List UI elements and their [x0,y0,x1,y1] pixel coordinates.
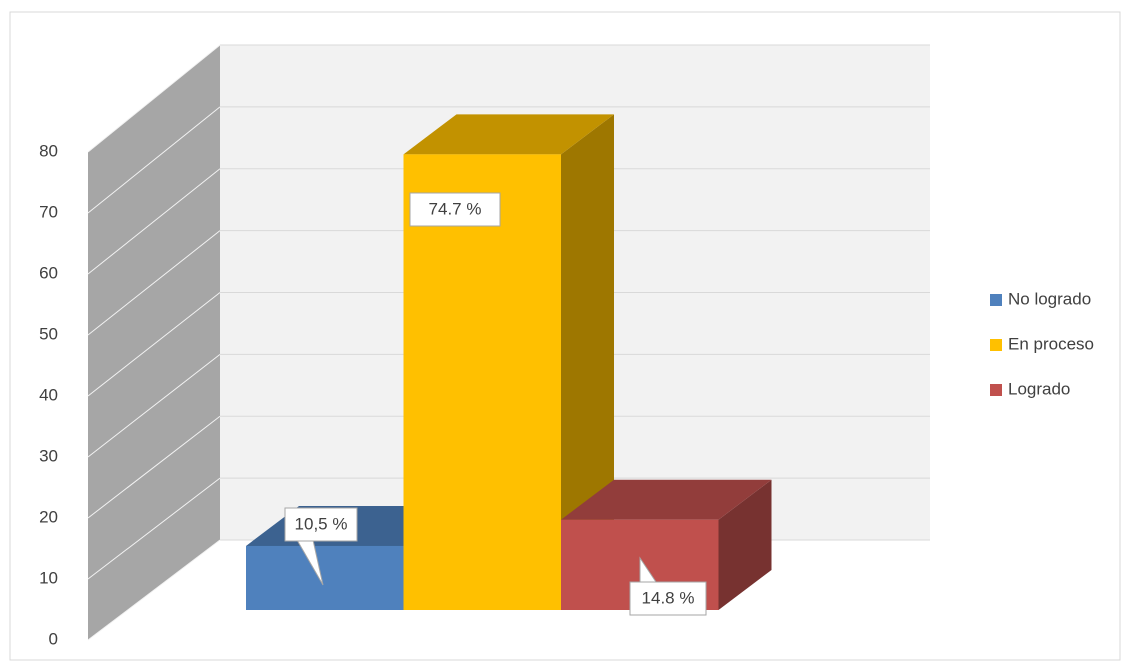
y-tick-label: 70 [39,202,58,221]
data-label-box [409,192,501,227]
bar-side [718,479,772,610]
bar [246,545,404,610]
side-grid-line [87,415,221,519]
side-wall [88,45,220,640]
legend-swatch [990,384,1002,396]
side-grid-line [87,106,221,214]
legend-label: No logrado [1008,289,1091,308]
data-label-box [629,581,707,616]
y-tick-label: 40 [39,385,58,404]
legend-swatch [990,294,1002,306]
y-tick-label: 0 [49,629,58,648]
data-label: 10,5 % [295,514,348,533]
legend-label: Logrado [1008,379,1070,398]
side-grid-line [87,230,221,336]
y-tick-label: 30 [39,446,58,465]
side-grid-line [87,539,221,641]
y-tick-label: 20 [39,507,58,526]
y-tick-label: 50 [39,324,58,343]
bar-side [561,114,614,610]
bar-top [403,114,614,155]
data-label: 14.8 % [642,588,695,607]
legend-swatch [990,339,1002,351]
side-grid-line [87,44,221,153]
side-grid-line [87,477,221,580]
y-tick-label: 80 [39,141,58,160]
y-tick-label: 10 [39,568,58,587]
y-tick-label: 60 [39,263,58,282]
side-grid-line [87,168,221,275]
data-label: 74.7 % [429,199,482,218]
bar-top [561,479,772,520]
side-grid-line [87,353,221,458]
side-grid-line [87,292,221,397]
data-label-box [284,507,358,542]
bar [403,154,561,610]
legend-label: En proceso [1008,334,1094,353]
